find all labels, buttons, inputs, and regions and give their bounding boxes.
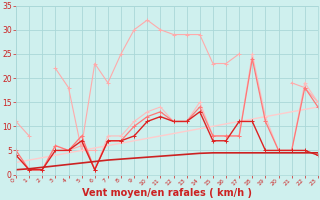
X-axis label: Vent moyen/en rafales ( km/h ): Vent moyen/en rafales ( km/h ) — [82, 188, 252, 198]
